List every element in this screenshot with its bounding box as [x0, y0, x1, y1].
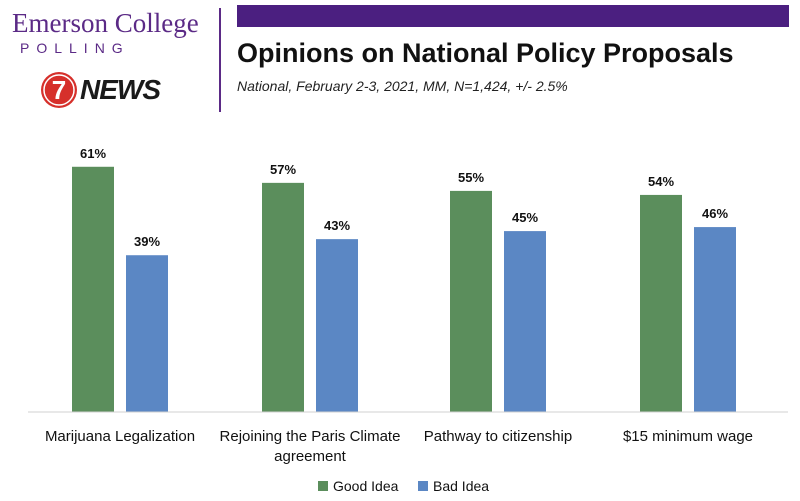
value-label-good-1: 57%	[270, 162, 296, 177]
value-label-good-0: 61%	[80, 146, 106, 161]
value-label-good-3: 54%	[648, 174, 674, 189]
emerson-logo: Emerson College POLLING	[12, 8, 207, 56]
bar-bad-0	[126, 255, 168, 412]
value-label-bad-2: 45%	[512, 210, 538, 225]
legend-swatch-good	[318, 481, 328, 491]
bar-good-3	[640, 194, 682, 412]
legend: Good Idea Bad Idea	[318, 478, 489, 494]
legend-swatch-bad	[418, 481, 428, 491]
bars-group	[72, 166, 736, 412]
brand-name: Emerson College	[12, 8, 199, 38]
bar-good-1	[262, 182, 304, 412]
value-label-good-2: 55%	[458, 170, 484, 185]
value-label-bad-3: 46%	[702, 206, 728, 221]
brand-subname: POLLING	[20, 40, 130, 56]
labels-group: 61% 39% Marijuana Legalization 57% 43% Rejoin…	[45, 146, 753, 465]
header-accent-bar	[237, 5, 789, 27]
legend-label-bad: Bad Idea	[433, 478, 489, 494]
value-label-bad-0: 39%	[134, 234, 160, 249]
chart-title: Opinions on National Policy Proposals	[237, 38, 734, 68]
category-label-1-1: agreement	[274, 448, 347, 465]
value-label-bad-1: 43%	[324, 218, 350, 233]
bar-bad-2	[504, 231, 546, 412]
legend-label-good: Good Idea	[333, 478, 399, 494]
category-label-1-0: Rejoining the Paris Climate	[220, 428, 401, 445]
category-label-2-0: Pathway to citizenship	[424, 428, 572, 445]
bar-bad-1	[316, 239, 358, 412]
seven-circle-icon: 7	[41, 72, 77, 108]
bar-good-0	[72, 166, 114, 412]
news-number: 7	[52, 75, 66, 105]
chart-subtitle: National, February 2-3, 2021, MM, N=1,42…	[237, 78, 568, 94]
news-label: NEWS	[80, 74, 161, 105]
bar-bad-3	[694, 227, 736, 412]
bar-good-2	[450, 190, 492, 412]
category-label-0-0: Marijuana Legalization	[45, 428, 195, 445]
category-label-3-0: $15 minimum wage	[623, 428, 753, 445]
header-divider	[219, 8, 221, 112]
7news-logo: 7 NEWS	[40, 70, 161, 110]
